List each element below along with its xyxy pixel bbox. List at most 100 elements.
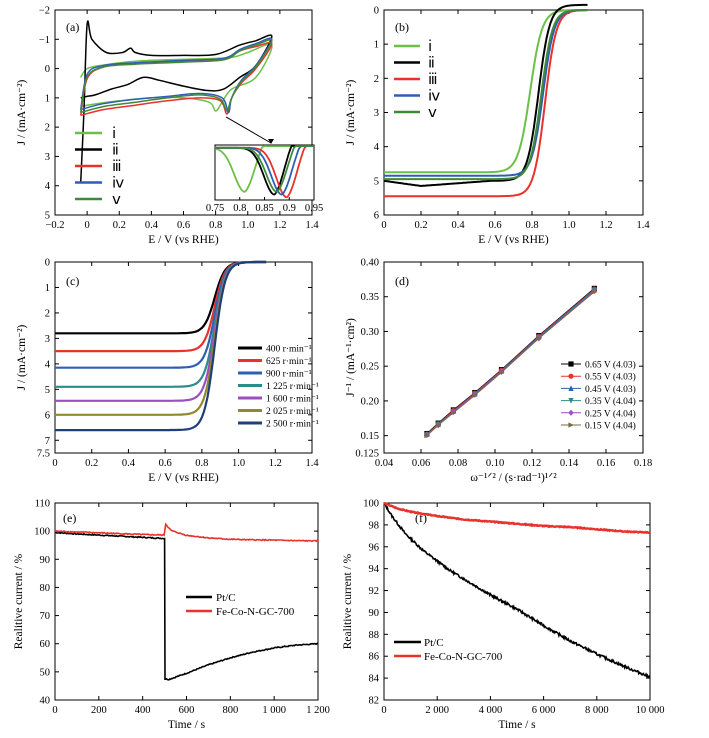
series-line-ⅱ xyxy=(79,20,273,183)
y-tick-label: 100 xyxy=(34,527,50,538)
data-point xyxy=(568,409,574,416)
chart-a: −0.2 0 0.2 0.4 0.6 0.8 1.0 1.2 1.4 −2 −1 0 1 2 3 4 5 E / … xyxy=(16,6,323,247)
panel-label: (c) xyxy=(66,274,79,288)
legend-label: ⅴ xyxy=(428,105,437,121)
x-tick-label: 0 xyxy=(85,220,90,231)
chart-f: 0 2 000 4 000 6 000 8 000 10 000 82 84 86 88 90 92 9… xyxy=(342,499,664,732)
y-tick-label: 0.15 xyxy=(361,431,379,442)
y-tick-label: 0.40 xyxy=(361,258,379,269)
data-point xyxy=(568,398,574,404)
legend-label: ⅴ xyxy=(112,192,121,208)
y-axis-label: J / (mA·cm⁻²) xyxy=(345,79,357,145)
series-line-ⅱ xyxy=(383,3,588,188)
y-tick-label: 0.125 xyxy=(355,449,379,460)
x-tick-label: 0.14 xyxy=(560,458,579,469)
legend-label: 0.65 V (4.03) xyxy=(585,360,636,371)
y-tick-label: 5 xyxy=(45,385,50,396)
legend-label: 400 r·min⁻¹ xyxy=(266,345,312,355)
legend-label: 0.35 V (4.04) xyxy=(585,396,636,407)
y-tick-label: 86 xyxy=(369,652,380,663)
legend-label: 0.25 V (4.04) xyxy=(585,408,636,419)
x-tick-label: 800 xyxy=(222,705,238,716)
x-axis-label: E / V (vs RHE) xyxy=(148,234,219,246)
legend-label: ⅰ xyxy=(428,39,432,55)
y-tick-label: 0.25 xyxy=(361,362,379,373)
x-tick-label: 0.8 xyxy=(195,458,208,469)
x-tick-label: 200 xyxy=(91,705,107,716)
y-tick-label: 7.5 xyxy=(37,449,50,460)
y-tick-label: 96 xyxy=(369,542,380,553)
x-tick-label: 2 000 xyxy=(425,705,449,716)
x-tick-label: 1.4 xyxy=(305,220,319,231)
y-axis-label: Realitive current / % xyxy=(13,553,25,649)
legend-label: ⅲ xyxy=(428,72,438,88)
x-axis-label: ω⁻¹ᐟ² / (s·rad⁻¹)¹ᐟ² xyxy=(470,472,557,484)
series-line xyxy=(55,260,267,353)
legend-label: 625 r·min⁻¹ xyxy=(266,357,312,367)
series-line xyxy=(55,260,267,402)
y-tick-label: 82 xyxy=(369,696,380,707)
x-tick-label: 8 000 xyxy=(585,705,609,716)
x-tick-label: 1 000 xyxy=(262,705,286,716)
legend-label: Pt/C xyxy=(216,592,236,604)
y-axis-label: J / (mA·cm⁻²) xyxy=(16,324,28,390)
y-tick-label: 4 xyxy=(45,359,51,370)
y-tick-label: 0 xyxy=(45,258,50,269)
series-line-ⅲ xyxy=(384,9,588,198)
legend-label: ⅲ xyxy=(112,159,122,175)
y-tick-label: 4 xyxy=(374,142,380,153)
series-line-ⅰ xyxy=(384,9,588,174)
inset-pointer xyxy=(225,116,272,144)
data-point xyxy=(424,433,431,439)
y-tick-label: 0.35 xyxy=(361,292,379,303)
inset-pointer-head xyxy=(268,139,274,144)
y-tick-label: −2 xyxy=(39,6,50,17)
legend-label: ⅱ xyxy=(112,143,119,159)
x-tick-label: 0 xyxy=(52,458,57,469)
series-line xyxy=(54,531,319,681)
plot-frame xyxy=(54,261,313,454)
x-tick-label: 6 000 xyxy=(532,705,556,716)
data-point xyxy=(568,373,574,379)
data-point xyxy=(536,335,542,341)
x-tick-label: −0.2 xyxy=(45,220,64,231)
y-tick-label: 1 xyxy=(374,40,379,51)
series-line xyxy=(383,502,651,679)
series-line xyxy=(55,260,267,335)
y-tick-label: 5 xyxy=(45,211,50,222)
y-tick-label: 50 xyxy=(40,667,51,678)
series-line-ⅴ xyxy=(79,38,273,114)
x-tick-label: 4 000 xyxy=(479,705,503,716)
y-tick-label: 90 xyxy=(40,555,51,566)
legend-label: 1 600 r·min⁻¹ xyxy=(266,395,319,405)
y-tick-label: 4 xyxy=(45,181,51,192)
x-tick-label: 0.16 xyxy=(597,458,615,469)
series-line xyxy=(383,501,651,535)
series-line-ⅴ xyxy=(384,9,588,181)
x-tick-label: 10 000 xyxy=(636,705,665,716)
x-tick-label: 0.6 xyxy=(177,220,190,231)
x-tick-label: 0.2 xyxy=(85,458,98,469)
y-tick-label: 1 xyxy=(45,93,50,104)
x-tick-label: 0.04 xyxy=(375,458,394,469)
inset-tick-label: 0.85 xyxy=(255,203,273,214)
plot-frame xyxy=(383,502,651,701)
y-tick-label: 1 xyxy=(45,283,50,294)
x-tick-label: 0.10 xyxy=(486,458,504,469)
y-tick-label: 92 xyxy=(369,586,380,597)
x-tick-label: 0.8 xyxy=(525,220,538,231)
inset-tick-label: 0.75 xyxy=(206,203,224,214)
x-tick-label: 0.6 xyxy=(159,458,172,469)
y-tick-label: 6 xyxy=(374,211,379,222)
legend-label: ⅳ xyxy=(112,176,124,192)
x-tick-label: 0.06 xyxy=(412,458,430,469)
x-tick-label: 0 xyxy=(52,705,57,716)
y-tick-label: 3 xyxy=(45,334,50,345)
series-line xyxy=(55,260,267,416)
data-point xyxy=(450,410,457,416)
y-tick-label: 0.20 xyxy=(361,396,379,407)
y-axis-label: Realitive current / % xyxy=(342,553,354,649)
y-tick-label: 0 xyxy=(374,6,379,17)
y-tick-label: 2 xyxy=(374,74,379,85)
